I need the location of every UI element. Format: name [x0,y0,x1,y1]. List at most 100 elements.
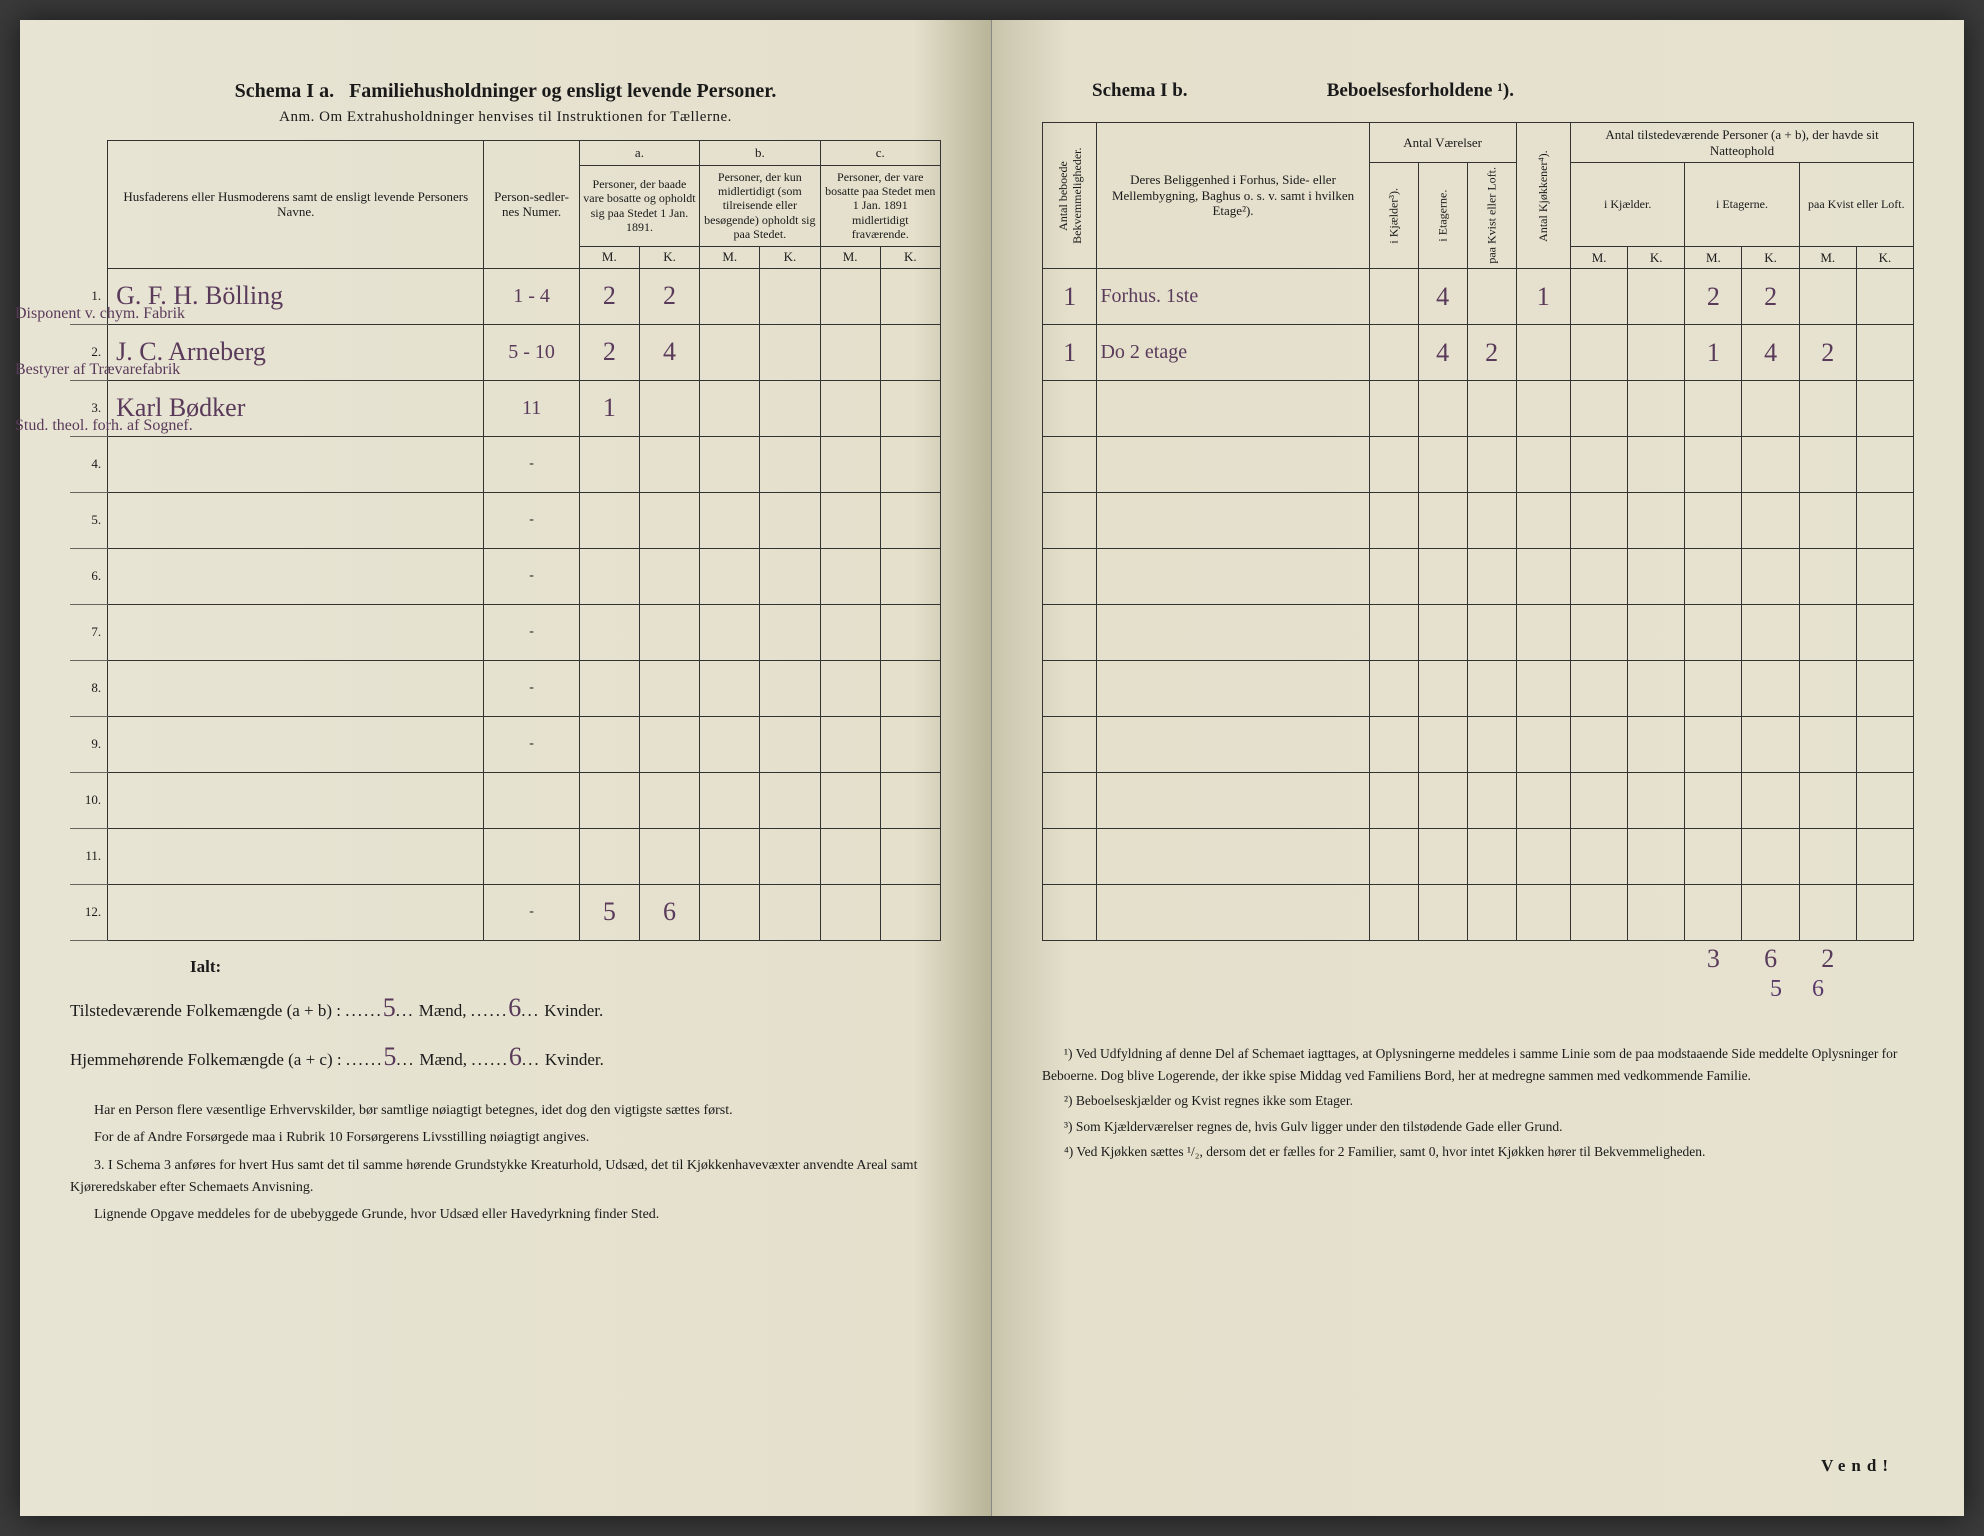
cell-cK [880,772,940,828]
cell-peK: 4 [1742,324,1799,380]
cell-plM [1799,492,1856,548]
cell-bM [700,492,760,548]
cell-aM [579,772,639,828]
cell-peM [1685,828,1742,884]
cell-kj [1516,604,1570,660]
cell-pkK [1628,604,1685,660]
cell-plM [1799,604,1856,660]
cell-cM [820,268,880,324]
cell-loc [1097,828,1369,884]
page-right: Schema I b. Beboelsesforholdene ¹). Anta… [992,20,1964,1516]
hdr-p1-k: K. [1628,246,1685,268]
sum-peK: 6 [1742,940,1799,976]
cell-aK [639,436,699,492]
cell-peK [1742,828,1799,884]
cell-peK [1742,772,1799,828]
cell-name [108,604,484,660]
cell-loc [1097,548,1369,604]
under-a: 5 [1770,976,1782,1002]
hdr-bekv: Antal beboede Bekvemmeligheder. [1043,123,1097,269]
cell-aM: 2 [579,268,639,324]
cell-aM [579,548,639,604]
cell-vl [1467,884,1516,940]
cell-pkK [1628,660,1685,716]
cell-bM [700,716,760,772]
hdr-p1-m: M. [1571,246,1628,268]
cell-cK [880,716,940,772]
hdr-b: b. [700,141,820,166]
cell-pkM [1571,380,1628,436]
cell-vk [1369,436,1418,492]
cell-ve [1418,548,1467,604]
cell-peK [1742,492,1799,548]
cell-ve [1418,436,1467,492]
cell-cM [820,660,880,716]
cell-vk [1369,884,1418,940]
cell-pers [484,828,579,884]
cell-peM: 1 [1685,324,1742,380]
hdr-p3-k: K. [1856,246,1913,268]
cell-aM: 1 [579,380,639,436]
cell-cM [820,828,880,884]
cell-vk [1369,660,1418,716]
table-row: 5.- [70,492,941,548]
cell-bek [1043,604,1097,660]
cell-bK [760,772,820,828]
cell-cK [880,268,940,324]
table-row [1043,772,1914,828]
cell-vl [1467,604,1516,660]
cell-vk [1369,324,1418,380]
cell-vl [1467,716,1516,772]
cell-bM [700,828,760,884]
cell-kj [1516,548,1570,604]
cell-ve [1418,884,1467,940]
table-1b: Antal beboede Bekvemmeligheder. Deres Be… [1042,122,1914,976]
cell-bM [700,660,760,716]
cell-aK [639,604,699,660]
fn-1: ¹) Ved Udfyldning af denne Del af Schema… [1042,1043,1914,1086]
cell-kj [1516,660,1570,716]
cell-bek [1043,548,1097,604]
cell-ve [1418,772,1467,828]
schema-1a-label: Schema I a. [235,80,334,102]
hdr-p1: i Kjælder. [1571,163,1685,247]
cell-plK [1856,660,1913,716]
cell-bK [760,660,820,716]
schema-1a-heading: Familiehusholdninger og ensligt levende … [349,80,776,102]
cell-name [108,828,484,884]
cell-loc [1097,660,1369,716]
cell-plK [1856,548,1913,604]
cell-bek: 1 [1043,268,1097,324]
cell-pers: 1 - 4 [484,268,579,324]
table-row [1043,492,1914,548]
cell-loc [1097,436,1369,492]
table-row [1043,828,1914,884]
cell-cM [820,716,880,772]
hdr-b-sub: Personer, der kun midlertidigt (som tilr… [700,165,820,246]
cell-loc [1097,492,1369,548]
cell-peM [1685,660,1742,716]
cell-aM [579,492,639,548]
ialt-line1-k: 6 [508,993,521,1022]
cell-plK [1856,716,1913,772]
table-row [1043,548,1914,604]
hdr-c-k: K. [880,246,940,268]
cell-peK [1742,548,1799,604]
cell-ve [1418,380,1467,436]
cell-ve: 4 [1418,268,1467,324]
document-spread: Schema I a. Familiehusholdninger og ensl… [20,20,1964,1516]
cell-name [108,884,484,940]
cell-aM: 5 [579,884,639,940]
cell-plK [1856,884,1913,940]
cell-cK [880,828,940,884]
cell-ve [1418,828,1467,884]
cell-cM [820,436,880,492]
cell-name [108,660,484,716]
cell-bM [700,604,760,660]
row-num: 12. [70,884,108,940]
table-row: 1Do 2 etage42142 [1043,324,1914,380]
cell-cK [880,380,940,436]
cell-peM [1685,604,1742,660]
margin-note-3: Stud. theol. forh. af Sognef. [15,418,193,434]
hdr-b-k: K. [760,246,820,268]
